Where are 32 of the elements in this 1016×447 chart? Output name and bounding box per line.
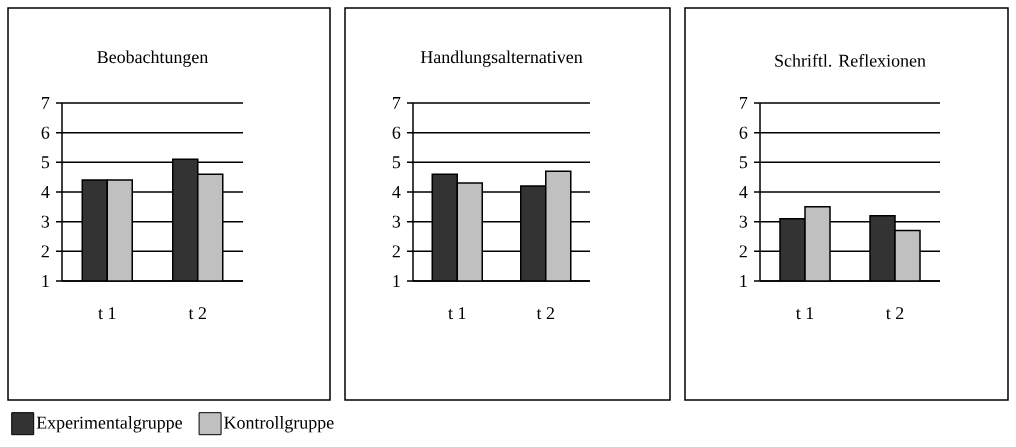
y-tick-label: 3 bbox=[392, 215, 401, 228]
legend-label: Kontrollgruppe bbox=[224, 416, 334, 433]
y-tick-label: 6 bbox=[41, 126, 50, 139]
x-tick-label: t 2 bbox=[188, 307, 206, 320]
x-tick-label: t 2 bbox=[885, 307, 904, 320]
y-tick-label: 7 bbox=[393, 97, 401, 109]
y-tick-label: 2 bbox=[41, 245, 49, 258]
x-tick-label: t 1 bbox=[98, 307, 116, 320]
chart-title: Handlungsalternativen bbox=[420, 50, 583, 67]
chart-title: Beobachtungen bbox=[97, 50, 209, 67]
y-tick-label: 4 bbox=[392, 186, 401, 198]
y-tick-label: 5 bbox=[41, 156, 50, 169]
y-tick-label: 1 bbox=[740, 275, 747, 287]
x-tick-label: t 1 bbox=[795, 307, 814, 320]
y-tick-label: 7 bbox=[42, 97, 50, 109]
x-tick-label: t 2 bbox=[536, 307, 554, 320]
y-tick-label: 3 bbox=[41, 215, 50, 228]
y-tick-label: 7 bbox=[740, 97, 748, 109]
x-tick-label: t 1 bbox=[448, 307, 466, 320]
legend-label: Experimentalgruppe bbox=[36, 416, 182, 433]
y-tick-label: 1 bbox=[42, 275, 49, 287]
y-tick-label: 1 bbox=[393, 275, 400, 287]
y-tick-label: 6 bbox=[392, 126, 401, 139]
y-tick-label: 2 bbox=[392, 245, 400, 258]
y-tick-label: 5 bbox=[739, 156, 748, 169]
y-tick-label: 4 bbox=[739, 186, 748, 198]
y-tick-label: 5 bbox=[392, 156, 401, 169]
y-tick-label: 2 bbox=[739, 245, 747, 258]
y-tick-label: 3 bbox=[739, 215, 748, 228]
chart-title: Schriftl. Reflexionen bbox=[775, 53, 926, 67]
y-tick-label: 6 bbox=[739, 126, 748, 139]
y-tick-label: 4 bbox=[41, 186, 50, 198]
